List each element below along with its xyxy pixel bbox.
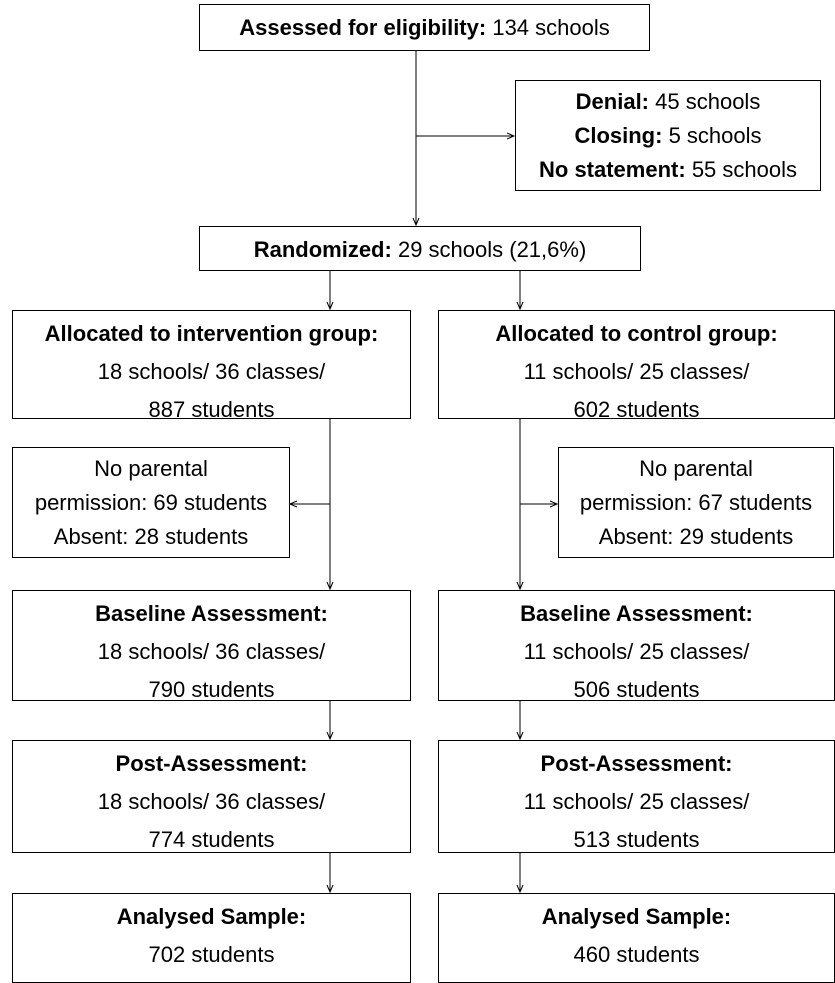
- baseline-box: Baseline Assessment: 18 schools/ 36 class…: [12, 590, 411, 702]
- allocated-box: Allocated to intervention group: 18 schoo…: [12, 310, 411, 422]
- text: 11 schools/ 25 classes/: [523, 639, 750, 664]
- text: 506 students: [573, 677, 700, 702]
- label: Allocated to intervention group:: [44, 321, 379, 346]
- text: 134 schools: [492, 15, 610, 40]
- text: 18 schools/ 36 classes/: [97, 639, 326, 664]
- label: No statement:: [539, 157, 686, 182]
- excluded-box: No parental permission: 67 students Absent…: [558, 447, 834, 558]
- analysed-box: Analysed Sample: 702 students: [12, 893, 411, 983]
- label: Post-Assessment:: [115, 751, 308, 776]
- label-line: Baseline Assessment:: [13, 595, 410, 633]
- label: Closing:: [574, 123, 663, 148]
- text: 11 schools/ 25 classes/: [523, 359, 750, 384]
- text: Absent: 29 students: [598, 524, 794, 549]
- label-line: Allocated to control group:: [439, 315, 834, 353]
- excluded-box: No parental permission: 69 students Absent…: [12, 447, 290, 558]
- allocated-box: Allocated to control group: 11 schools/ 2…: [438, 310, 835, 422]
- text: 602 students: [573, 397, 700, 422]
- text: 5 schools: [668, 123, 762, 148]
- label: Post-Assessment:: [540, 751, 733, 776]
- label: Denial:: [575, 89, 650, 114]
- baseline-box: Baseline Assessment: 11 schools/ 25 class…: [438, 590, 835, 702]
- text: 460 students: [573, 942, 700, 967]
- eligibility-box: Assessed for eligibility: 134 schools: [199, 4, 650, 51]
- connectors: [0, 50, 835, 963]
- label-line: Allocated to intervention group:: [13, 315, 410, 353]
- label-line: Post-Assessment:: [13, 745, 410, 783]
- randomized-box: Randomized: 29 schools (21,6%): [199, 226, 641, 271]
- text: 702 students: [148, 942, 275, 967]
- label: Allocated to control group:: [495, 321, 778, 346]
- text: permission: 69 students: [34, 490, 268, 515]
- text: 45 schools: [655, 89, 761, 114]
- text: 29 schools (21,6%): [397, 237, 587, 262]
- text: 774 students: [148, 827, 275, 852]
- text: 887 students: [148, 397, 275, 422]
- text: Absent: 28 students: [53, 524, 249, 549]
- text: 18 schools/ 36 classes/: [97, 359, 326, 384]
- label: Analysed Sample:: [541, 904, 732, 929]
- post-box: Post-Assessment: 18 schools/ 36 classes/7…: [12, 740, 411, 853]
- label: Assessed for eligibility:: [239, 15, 487, 40]
- text: No parental: [94, 456, 208, 481]
- label-line: Baseline Assessment:: [439, 595, 834, 633]
- label: Randomized:: [253, 237, 392, 262]
- text: 11 schools/ 25 classes/: [523, 789, 750, 814]
- text: 790 students: [148, 677, 275, 702]
- label-line: Post-Assessment:: [439, 745, 834, 783]
- label: Baseline Assessment:: [520, 601, 753, 626]
- label: Analysed Sample:: [116, 904, 307, 929]
- text: 55 schools: [691, 157, 797, 182]
- label-line: Analysed Sample:: [439, 898, 834, 936]
- page: Assessed for eligibility: 134 schools De…: [0, 4, 835, 983]
- post-box: Post-Assessment: 11 schools/ 25 classes/5…: [438, 740, 835, 853]
- label-line: Analysed Sample:: [13, 898, 410, 936]
- text: permission: 67 students: [579, 490, 813, 515]
- analysed-box: Analysed Sample: 460 students: [438, 893, 835, 983]
- text: 18 schools/ 36 classes/: [97, 789, 326, 814]
- text: 513 students: [573, 827, 700, 852]
- label: Baseline Assessment:: [95, 601, 328, 626]
- excluded-box: Denial: 45 schools Closing: 5 schools No…: [515, 80, 821, 191]
- text: No parental: [639, 456, 753, 481]
